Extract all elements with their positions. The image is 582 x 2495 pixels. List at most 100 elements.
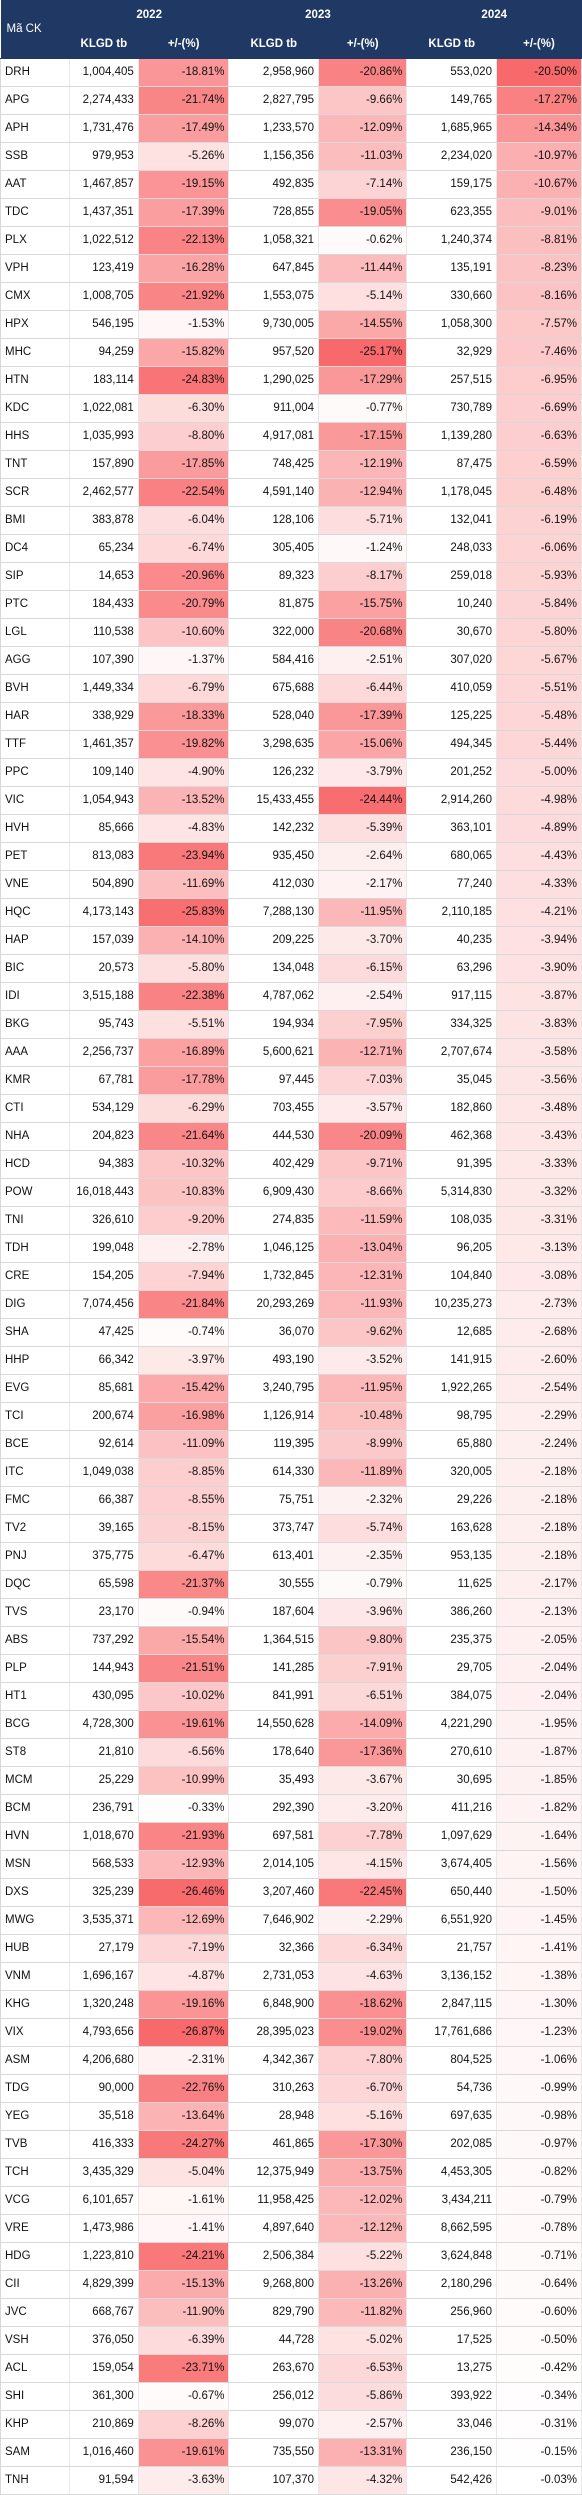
volume-2022-cell: 383,878 bbox=[69, 506, 139, 535]
table-row: NHA 204,823 -21.64% 444,530 -20.09% 462,368 -3… bbox=[0, 1122, 582, 1151]
volume-2024-cell: 393,922 bbox=[406, 2382, 497, 2411]
volume-2024-cell: 63,296 bbox=[406, 954, 497, 983]
volume-2023-cell: 2,827,795 bbox=[228, 86, 320, 115]
table-row: TNT 157,890 -17.85% 748,425 -12.19% 87,475 -6.… bbox=[0, 450, 582, 479]
change-2023-cell: -12.12% bbox=[318, 2214, 408, 2243]
change-2022-cell: -8.55% bbox=[138, 1486, 230, 1515]
table-row: TNH 91,594 -3.63% 107,370 -4.32% 542,426 -0.03… bbox=[0, 2466, 582, 2495]
change-2023-cell: -20.86% bbox=[318, 58, 408, 87]
change-2022-cell: -21.37% bbox=[138, 1570, 230, 1599]
change-2024-cell: -1.87% bbox=[496, 1738, 582, 1767]
change-2023-cell: -3.52% bbox=[318, 1346, 408, 1375]
volume-2024-cell: 411,216 bbox=[406, 1794, 497, 1823]
table-row: KHP 210,869 -8.26% 99,070 -2.57% 33,046 -0.31% bbox=[0, 2410, 582, 2439]
change-2024-cell: -2.04% bbox=[496, 1682, 582, 1711]
volume-2023-cell: 187,604 bbox=[228, 1598, 320, 1627]
change-2022-cell: -11.69% bbox=[138, 870, 230, 899]
volume-2024-cell: 87,475 bbox=[406, 450, 497, 479]
change-2024-cell: -4.33% bbox=[496, 870, 582, 899]
table-row: HAP 157,039 -14.10% 209,225 -3.70% 40,235 -3.9… bbox=[0, 926, 582, 955]
change-2023-cell: -12.31% bbox=[318, 1262, 408, 1291]
change-2024-cell: -2.18% bbox=[496, 1486, 582, 1515]
stock-code-cell: HAR bbox=[0, 702, 70, 731]
change-2024-cell: -5.44% bbox=[496, 730, 582, 759]
volume-2023-cell: 20,293,269 bbox=[228, 1290, 320, 1319]
volume-2023-cell: 32,366 bbox=[228, 1934, 320, 1963]
change-2023-cell: -3.57% bbox=[318, 1094, 408, 1123]
volume-2022-cell: 14,653 bbox=[69, 562, 139, 591]
change-2023-cell: -17.36% bbox=[318, 1738, 408, 1767]
header-year-2022: 2022 bbox=[69, 0, 229, 31]
volume-2023-cell: 4,342,367 bbox=[228, 2046, 320, 2075]
volume-2024-cell: 363,101 bbox=[406, 814, 497, 843]
change-2023-cell: -12.19% bbox=[318, 450, 408, 479]
change-2023-cell: -6.34% bbox=[318, 1934, 408, 1963]
change-2023-cell: -20.09% bbox=[318, 1122, 408, 1151]
change-2022-cell: -1.41% bbox=[138, 2214, 230, 2243]
volume-2023-cell: 492,835 bbox=[228, 170, 320, 199]
volume-2022-cell: 27,179 bbox=[69, 1934, 139, 1963]
change-2023-cell: -13.26% bbox=[318, 2270, 408, 2299]
change-2023-cell: -4.15% bbox=[318, 1850, 408, 1879]
volume-2022-cell: 4,728,300 bbox=[69, 1710, 139, 1739]
volume-2023-cell: 1,364,515 bbox=[228, 1626, 320, 1655]
volume-2023-cell: 194,934 bbox=[228, 1010, 320, 1039]
volume-2024-cell: 104,840 bbox=[406, 1262, 497, 1291]
stock-code-cell: HTN bbox=[0, 366, 70, 395]
stock-code-cell: HHS bbox=[0, 422, 70, 451]
volume-2023-cell: 935,450 bbox=[228, 842, 320, 871]
change-2022-cell: -6.56% bbox=[138, 1738, 230, 1767]
change-2022-cell: -7.19% bbox=[138, 1934, 230, 1963]
volume-2022-cell: 110,538 bbox=[69, 618, 139, 647]
change-2024-cell: -17.27% bbox=[496, 86, 582, 115]
change-2024-cell: -3.43% bbox=[496, 1122, 582, 1151]
table-row: MCM 25,229 -10.99% 35,493 -3.67% 30,695 -1.85% bbox=[0, 1766, 582, 1795]
stock-code-cell: CTI bbox=[0, 1094, 70, 1123]
change-2022-cell: -16.89% bbox=[138, 1038, 230, 1067]
change-2023-cell: -3.67% bbox=[318, 1766, 408, 1795]
volume-2023-cell: 444,530 bbox=[228, 1122, 320, 1151]
change-2022-cell: -5.04% bbox=[138, 2158, 230, 2187]
stock-code-cell: ASM bbox=[0, 2046, 70, 2075]
header-change-2023: +/-(%) bbox=[318, 30, 407, 59]
volume-2024-cell: 2,180,296 bbox=[406, 2270, 497, 2299]
change-2023-cell: -13.31% bbox=[318, 2438, 408, 2467]
volume-2024-cell: 17,525 bbox=[406, 2326, 497, 2355]
volume-2023-cell: 697,581 bbox=[228, 1822, 320, 1851]
table-row: TTF 1,461,357 -19.82% 3,298,635 -15.06% 494,3… bbox=[0, 730, 582, 759]
change-2023-cell: -9.80% bbox=[318, 1626, 408, 1655]
table-row: PTC 184,433 -20.79% 81,875 -15.75% 10,240 -5.8… bbox=[0, 590, 582, 619]
stock-code-cell: HHP bbox=[0, 1346, 70, 1375]
change-2024-cell: -1.64% bbox=[496, 1822, 582, 1851]
volume-2024-cell: 410,059 bbox=[406, 674, 497, 703]
stock-code-cell: CII bbox=[0, 2270, 70, 2299]
stock-code-cell: ACL bbox=[0, 2354, 70, 2383]
volume-2023-cell: 15,433,455 bbox=[228, 786, 320, 815]
change-2024-cell: -3.83% bbox=[496, 1010, 582, 1039]
change-2022-cell: -7.94% bbox=[138, 1262, 230, 1291]
volume-2022-cell: 92,614 bbox=[69, 1430, 139, 1459]
volume-2022-cell: 1,696,167 bbox=[69, 1962, 139, 1991]
volume-2022-cell: 1,004,405 bbox=[69, 58, 139, 87]
stock-code-cell: BCG bbox=[0, 1710, 70, 1739]
volume-2024-cell: 32,929 bbox=[406, 338, 497, 367]
volume-2022-cell: 144,943 bbox=[69, 1654, 139, 1683]
volume-2024-cell: 320,005 bbox=[406, 1458, 497, 1487]
table-row: HDG 1,223,810 -24.21% 2,506,384 -5.22% 3,624,… bbox=[0, 2242, 582, 2271]
volume-2022-cell: 2,256,737 bbox=[69, 1038, 139, 1067]
volume-2023-cell: 841,991 bbox=[228, 1682, 320, 1711]
volume-2023-cell: 128,106 bbox=[228, 506, 320, 535]
volume-2022-cell: 159,054 bbox=[69, 2354, 139, 2383]
change-2022-cell: -16.28% bbox=[138, 254, 230, 283]
volume-2024-cell: 1,178,045 bbox=[406, 478, 497, 507]
change-2024-cell: -1.45% bbox=[496, 1906, 582, 1935]
volume-2022-cell: 1,018,670 bbox=[69, 1822, 139, 1851]
stock-code-cell: TTF bbox=[0, 730, 70, 759]
volume-2024-cell: 135,191 bbox=[406, 254, 497, 283]
volume-2022-cell: 668,767 bbox=[69, 2298, 139, 2327]
change-2022-cell: -11.09% bbox=[138, 1430, 230, 1459]
volume-2024-cell: 3,624,848 bbox=[406, 2242, 497, 2271]
change-2022-cell: -24.21% bbox=[138, 2242, 230, 2271]
volume-2024-cell: 697,635 bbox=[406, 2102, 497, 2131]
volume-2023-cell: 4,787,062 bbox=[228, 982, 320, 1011]
